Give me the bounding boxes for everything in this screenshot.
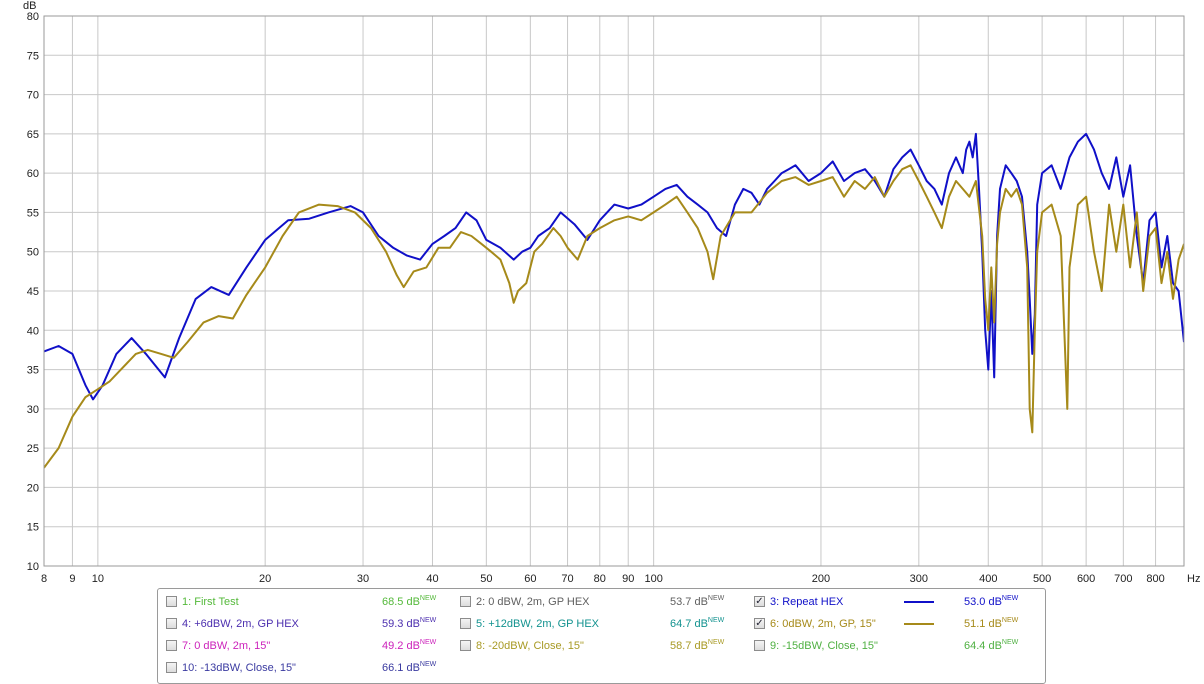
legend-swatch — [904, 623, 934, 625]
x-tick-label: 400 — [979, 573, 997, 585]
legend-label: 9: -15dBW, Close, 15" — [770, 640, 878, 652]
legend-item[interactable]: 10: -13dBW, Close, 15" 66.1 dBNEW — [166, 659, 454, 677]
legend-checkbox[interactable] — [754, 640, 765, 651]
legend-item[interactable]: 7: 0 dBW, 2m, 15" 49.2 dBNEW — [166, 637, 454, 655]
legend-item[interactable]: 9: -15dBW, Close, 15" 64.4 dBNEW — [754, 637, 1042, 655]
x-tick-label: 20 — [259, 573, 271, 585]
x-tick-label: 30 — [357, 573, 369, 585]
legend-item[interactable]: ✓ 3: Repeat HEX 53.0 dBNEW — [754, 593, 1042, 611]
legend-label: 10: -13dBW, Close, 15" — [182, 662, 296, 674]
legend-value: 59.3 dBNEW — [382, 617, 437, 630]
legend-value: 66.1 dBNEW — [382, 661, 437, 674]
x-tick-label: 10 — [92, 573, 104, 585]
y-tick-label: 70 — [27, 90, 39, 102]
legend-label: 7: 0 dBW, 2m, 15" — [182, 640, 271, 652]
x-tick-label: 200 — [812, 573, 830, 585]
grid-lines — [44, 16, 1184, 566]
legend-checkbox[interactable] — [166, 640, 177, 651]
legend-value: 53.7 dBNEW — [670, 595, 725, 608]
legend-value: 58.7 dBNEW — [670, 639, 725, 652]
legend-item[interactable]: 4: +6dBW, 2m, GP HEX 59.3 dBNEW — [166, 615, 454, 633]
legend-new-badge: NEW — [1001, 617, 1019, 624]
legend-new-badge: NEW — [1001, 595, 1019, 602]
y-tick-label: 80 — [27, 11, 39, 23]
y-tick-label: 15 — [27, 522, 39, 534]
legend-new-badge: NEW — [419, 617, 437, 624]
legend-checkbox[interactable] — [166, 596, 177, 607]
x-tick-label: 100 — [644, 573, 662, 585]
series-line-2 — [44, 164, 1184, 469]
y-tick-label: 50 — [27, 247, 39, 259]
legend-checkbox[interactable]: ✓ — [754, 596, 765, 607]
legend-new-badge: NEW — [419, 595, 437, 602]
x-axis-unit: Hz — [1187, 573, 1200, 585]
frequency-response-chart: 10 15 20 25 30 35 40 45 50 55 60 65 70 75 80 8 9 10 20 30 4… — [23, 0, 1200, 585]
x-axis-ticks: 8 9 10 20 30 40 50 60 70 80 90 100 200 300 400 500 600 70… — [41, 573, 1165, 585]
x-tick-label: 70 — [561, 573, 573, 585]
legend-label: 5: +12dBW, 2m, GP HEX — [476, 618, 599, 630]
x-tick-label: 50 — [480, 573, 492, 585]
legend-checkbox[interactable] — [460, 640, 471, 651]
legend-panel: 1: First Test 68.5 dBNEW 2: 0 dBW, 2m, GP … — [157, 588, 1046, 684]
legend-label: 6: 0dBW, 2m, GP, 15" — [770, 618, 876, 630]
series-line-1 — [44, 132, 1184, 401]
legend-new-badge: NEW — [1001, 639, 1019, 646]
y-tick-label: 60 — [27, 168, 39, 180]
x-tick-label: 40 — [426, 573, 438, 585]
x-tick-label: 500 — [1033, 573, 1051, 585]
x-tick-label: 9 — [69, 573, 75, 585]
legend-label: 3: Repeat HEX — [770, 596, 844, 608]
legend-new-badge: NEW — [707, 617, 725, 624]
x-tick-label: 8 — [41, 573, 47, 585]
legend-new-badge: NEW — [707, 639, 725, 646]
x-tick-label: 80 — [594, 573, 606, 585]
y-tick-label: 30 — [27, 404, 39, 416]
legend-checkbox[interactable] — [166, 662, 177, 673]
legend-value: 64.7 dBNEW — [670, 617, 725, 630]
y-tick-label: 20 — [27, 482, 39, 494]
x-tick-label: 60 — [524, 573, 536, 585]
x-tick-label: 90 — [622, 573, 634, 585]
legend-item[interactable]: 8: -20dBW, Close, 15" 58.7 dBNEW — [460, 637, 748, 655]
y-axis-ticks: 10 15 20 25 30 35 40 45 50 55 60 65 70 75 80 — [27, 11, 39, 573]
legend-value: 68.5 dBNEW — [382, 595, 437, 608]
legend-new-badge: NEW — [707, 595, 725, 602]
y-tick-label: 55 — [27, 207, 39, 219]
legend-item[interactable]: 5: +12dBW, 2m, GP HEX 64.7 dBNEW — [460, 615, 748, 633]
y-tick-label: 35 — [27, 365, 39, 377]
series-lines — [44, 132, 1184, 469]
legend-label: 4: +6dBW, 2m, GP HEX — [182, 618, 299, 630]
y-tick-label: 25 — [27, 443, 39, 455]
legend-new-badge: NEW — [419, 661, 437, 668]
legend-value: 51.1 dBNEW — [964, 617, 1019, 630]
legend-label: 8: -20dBW, Close, 15" — [476, 640, 584, 652]
plot-border — [43, 15, 1185, 567]
y-tick-label: 45 — [27, 286, 39, 298]
legend-checkbox[interactable]: ✓ — [754, 618, 765, 629]
legend-item[interactable]: ✓ 6: 0dBW, 2m, GP, 15" 51.1 dBNEW — [754, 615, 1042, 633]
legend-item[interactable]: 1: First Test 68.5 dBNEW — [166, 593, 454, 611]
legend-value: 49.2 dBNEW — [382, 639, 437, 652]
x-tick-label: 300 — [910, 573, 928, 585]
legend-checkbox[interactable] — [166, 618, 177, 629]
y-tick-label: 75 — [27, 50, 39, 62]
legend-value: 64.4 dBNEW — [964, 639, 1019, 652]
y-axis-unit: dB — [23, 0, 36, 12]
x-tick-label: 800 — [1146, 573, 1164, 585]
legend-label: 2: 0 dBW, 2m, GP HEX — [476, 596, 590, 608]
legend-checkbox[interactable] — [460, 618, 471, 629]
legend-new-badge: NEW — [419, 639, 437, 646]
x-tick-label: 700 — [1114, 573, 1132, 585]
y-tick-label: 40 — [27, 325, 39, 337]
y-tick-label: 10 — [27, 561, 39, 573]
legend-label: 1: First Test — [182, 596, 239, 608]
y-tick-label: 65 — [27, 129, 39, 141]
legend-checkbox[interactable] — [460, 596, 471, 607]
legend-value: 53.0 dBNEW — [964, 595, 1019, 608]
legend-swatch — [904, 601, 934, 603]
x-tick-label: 600 — [1077, 573, 1095, 585]
legend-item[interactable]: 2: 0 dBW, 2m, GP HEX 53.7 dBNEW — [460, 593, 748, 611]
